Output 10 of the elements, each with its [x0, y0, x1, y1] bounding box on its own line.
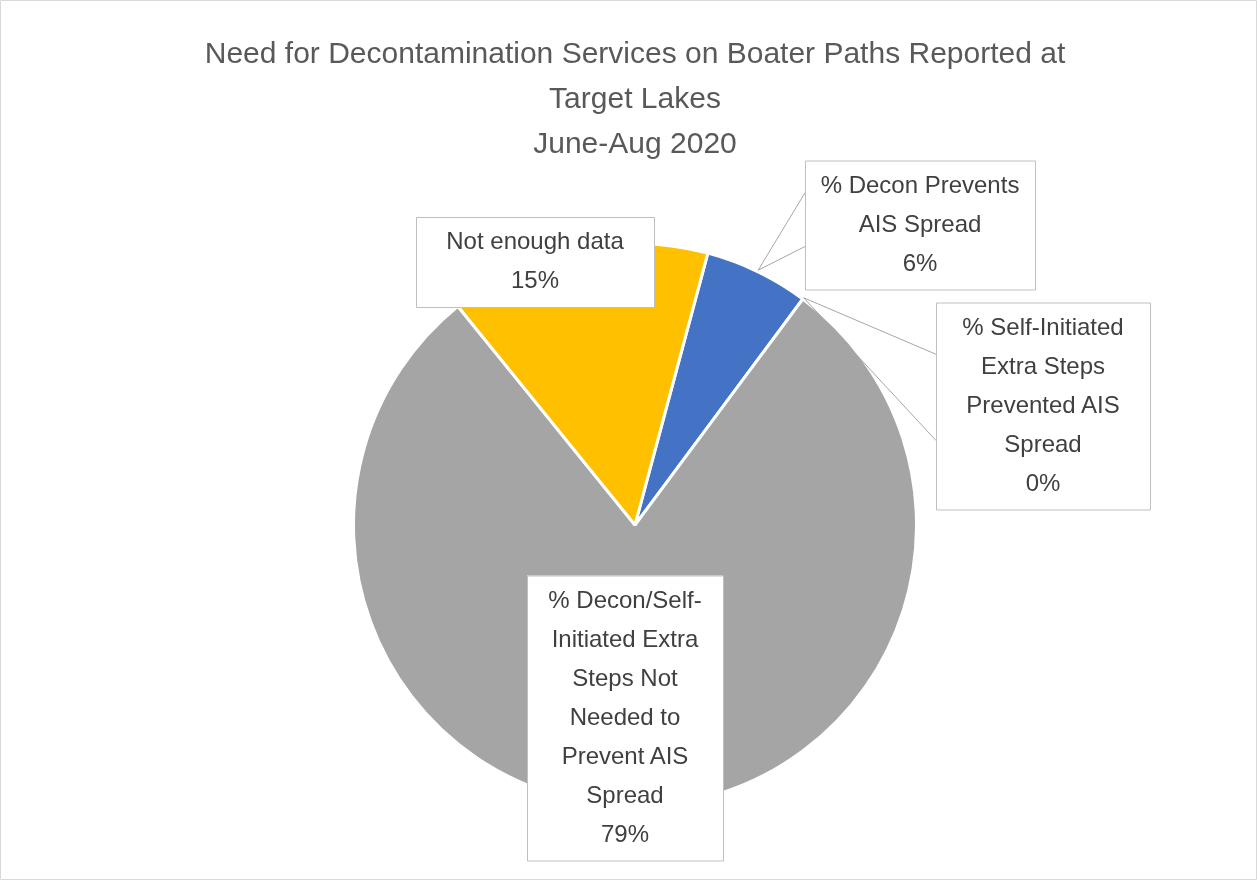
slice-label: Not enough data — [446, 227, 625, 255]
slice-label: % Decon Prevents AIS Spread — [820, 170, 1020, 237]
chart-subtitle: June-Aug 2020 — [533, 126, 737, 160]
category-label: % Self-Initiated Extra Steps Prevented AIS Spread — [962, 312, 1124, 457]
text: 0% — [1025, 468, 1061, 496]
data-label: 6% — [902, 248, 938, 276]
data-label: 15% — [510, 266, 560, 294]
slice-label: % Decon/Self-Initiated Extra Steps Not Needed to Prevent AIS Spread — [548, 585, 702, 808]
chart-title: Need for Decontamination Services on Boater Paths Reported at Target Lakes — [204, 36, 1066, 115]
data-label: 79% — [600, 819, 650, 847]
